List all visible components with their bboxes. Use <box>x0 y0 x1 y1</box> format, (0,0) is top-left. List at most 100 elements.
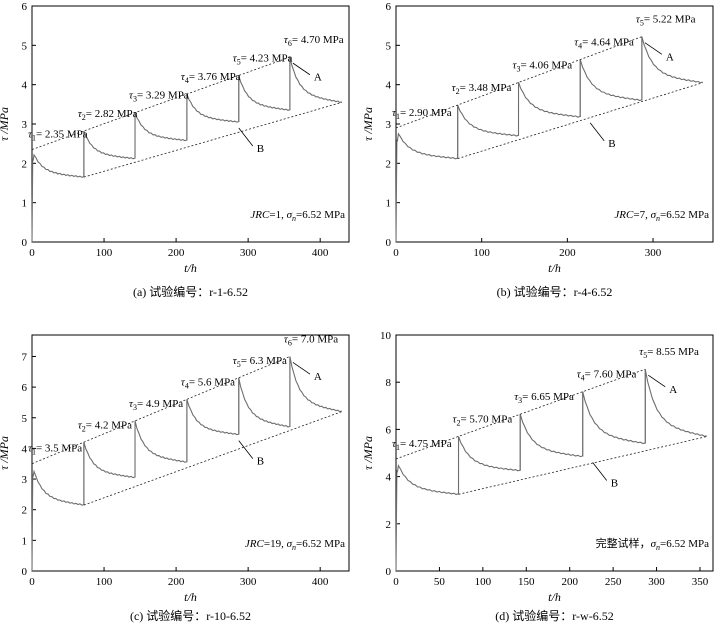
y-tick-label: 10 <box>380 330 392 342</box>
panel-caption: (a) 试验编号：r-1-6.52 <box>133 284 248 299</box>
stage-label: τ1= 2.90 MPa <box>392 107 452 121</box>
marker-b-leader <box>238 127 254 147</box>
envelope-a-line <box>395 368 646 460</box>
stage-label: τ3= 4.9 MPa <box>129 398 183 412</box>
marker-a-label: A <box>666 51 674 63</box>
marker-a-label: A <box>314 72 322 84</box>
y-tick-label: 1 <box>22 198 28 210</box>
marker-a-leader <box>292 62 311 76</box>
marker-a-leader <box>648 374 666 388</box>
marker-b-leader <box>589 122 605 142</box>
envelope-b-line <box>458 436 708 495</box>
y-tick-label: 0 <box>386 566 392 578</box>
x-tick-label: 400 <box>312 576 329 588</box>
x-tick-label: 50 <box>434 576 446 588</box>
y-tick-label: 2 <box>22 505 28 517</box>
stage-label: τ2= 3.48 MPa <box>452 82 512 96</box>
test-condition: 完整试样，σn=6.52 MPa <box>596 536 710 552</box>
panel-caption: (b) 试验编号：r-4-6.52 <box>497 284 613 299</box>
x-tick-label: 300 <box>645 247 662 259</box>
x-tick-label: 100 <box>96 247 113 259</box>
stage-label: τ5= 4.23 MPa <box>233 53 293 67</box>
envelope-b-line <box>83 101 342 178</box>
x-tick-label: 0 <box>393 247 399 259</box>
chart-panel-3: 0 100 200 300 400 0 1 2 3 4 5 6 7 t/h τ /MPa (c) 试验编号：r… <box>0 333 350 623</box>
y-tick-label: 3 <box>22 474 28 486</box>
y-tick-label: 5 <box>22 413 28 425</box>
x-tick-label: 0 <box>393 576 399 588</box>
x-tick-label: 150 <box>518 576 535 588</box>
stage-label: τ1= 2.35 MPa <box>28 129 88 143</box>
stage-label: τ1= 4.75 MPa <box>392 438 452 452</box>
y-tick-label: 2 <box>386 158 392 170</box>
marker-a-label: A <box>669 384 677 396</box>
creep-curve <box>395 369 707 572</box>
x-tick-label: 400 <box>312 247 329 259</box>
x-tick-label: 200 <box>561 576 578 588</box>
panel-caption: (d) 试验编号：r-w-6.52 <box>495 608 613 623</box>
marker-a-leader <box>644 42 663 55</box>
y-tick-label: 4 <box>22 443 28 455</box>
stage-label: τ3= 3.29 MPa <box>129 90 189 104</box>
y-tick-label: 3 <box>22 119 28 131</box>
x-tick-label: 200 <box>559 247 576 259</box>
marker-b-leader <box>238 440 254 459</box>
panel-caption: (c) 试验编号：r-10-6.52 <box>130 608 251 623</box>
stage-label: τ6= 4.70 MPa <box>284 34 344 48</box>
y-tick-label: 3 <box>386 119 392 131</box>
stage-label: τ2= 5.70 MPa <box>453 413 513 427</box>
y-tick-label: 4 <box>22 80 28 92</box>
y-axis-label: τ /MPa <box>0 436 11 470</box>
plot-frame <box>395 334 714 572</box>
x-tick-label: 200 <box>168 247 185 259</box>
x-tick-label: 250 <box>605 576 622 588</box>
y-tick-label: 4 <box>386 80 392 92</box>
chart-panel-4: 0 50 100 150 200 250 300 350 0 2 4 6 8 10 t/h τ /MPa (d)… <box>361 330 714 623</box>
x-axis-label: t/h <box>184 261 197 275</box>
x-axis-label: t/h <box>184 590 197 604</box>
test-condition: JRC=7, σn=6.52 MPa <box>614 209 709 223</box>
stage-label: τ5= 6.3 MPa <box>233 355 287 369</box>
x-tick-label: 0 <box>29 576 35 588</box>
stage-label: τ4= 5.6 MPa <box>181 376 235 390</box>
x-tick-label: 350 <box>692 576 709 588</box>
y-tick-label: 1 <box>386 198 392 210</box>
x-tick-label: 200 <box>168 576 185 588</box>
x-tick-label: 300 <box>648 576 665 588</box>
stage-label: τ1= 3.5 MPa <box>28 443 82 457</box>
chart-panel-1: 0 100 200 300 400 0 1 2 3 4 5 6 t/h τ /MPa (a) 试验编号：r-… <box>0 1 350 299</box>
envelope-b-line <box>83 411 342 506</box>
x-tick-label: 100 <box>473 247 490 259</box>
envelope-a-line <box>31 56 291 150</box>
marker-b-label: B <box>257 143 264 155</box>
creep-curve <box>395 36 703 243</box>
y-axis-label: τ /MPa <box>361 107 375 141</box>
test-condition: JRC=1, σn=6.52 MPa <box>250 209 345 223</box>
stage-label: τ5= 8.55 MPa <box>639 346 699 360</box>
test-condition: JRC=19, σn=6.52 MPa <box>245 538 345 552</box>
marker-b-label: B <box>257 456 264 468</box>
y-axis-label: τ /MPa <box>0 107 11 141</box>
y-tick-label: 4 <box>386 472 392 484</box>
y-tick-label: 1 <box>22 535 28 547</box>
stage-label: τ6= 7.0 MPa <box>284 333 338 347</box>
y-tick-label: 5 <box>386 40 392 52</box>
y-tick-label: 7 <box>22 351 28 363</box>
y-tick-label: 0 <box>386 237 392 249</box>
stage-label: τ2= 4.2 MPa <box>78 419 132 433</box>
plot-frame <box>31 334 350 572</box>
y-tick-label: 0 <box>22 566 28 578</box>
y-tick-label: 2 <box>386 519 392 531</box>
x-axis-label: t/h <box>548 261 561 275</box>
plot-frame <box>395 5 714 243</box>
stage-label: τ4= 7.60 MPa <box>577 369 637 383</box>
y-tick-label: 6 <box>386 1 392 13</box>
y-tick-label: 6 <box>386 424 392 436</box>
x-axis-label: t/h <box>548 590 561 604</box>
x-tick-label: 300 <box>240 247 257 259</box>
y-tick-label: 6 <box>22 382 28 394</box>
y-tick-label: 8 <box>386 377 392 389</box>
marker-b-label: B <box>608 138 615 150</box>
